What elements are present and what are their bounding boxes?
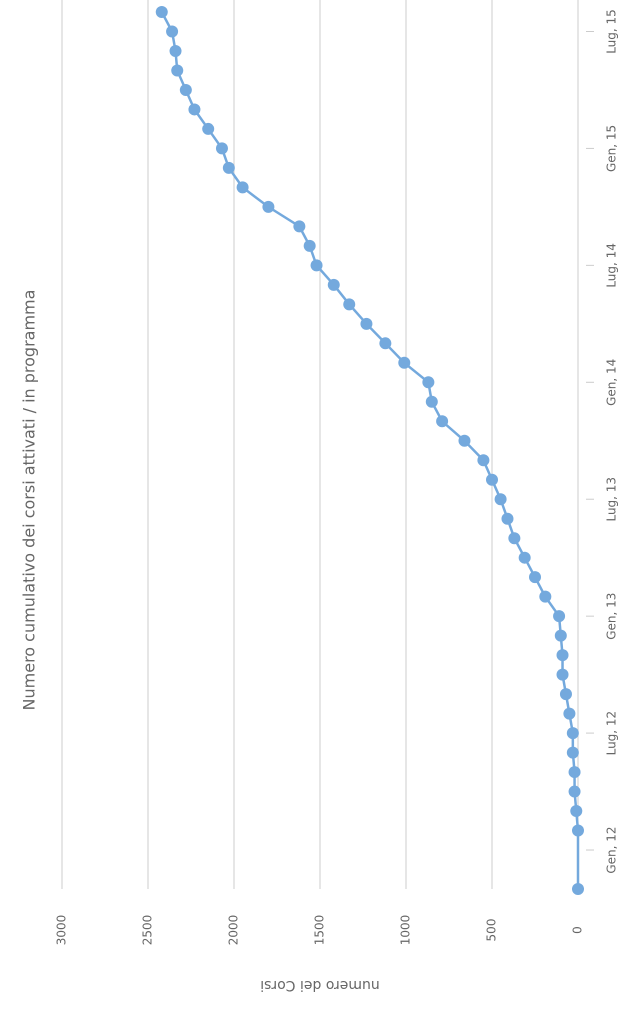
- y-tick-label: 1000: [399, 915, 413, 946]
- data-point: [570, 805, 583, 818]
- x-tick-label: Gen, 14: [605, 359, 619, 406]
- data-point: [486, 473, 498, 486]
- data-point: [327, 278, 340, 291]
- data-point: [171, 64, 184, 77]
- data-point: [379, 337, 392, 350]
- data-point: [262, 200, 275, 213]
- data-point: [477, 454, 490, 467]
- data-point: [155, 6, 168, 18]
- x-tick-label: Lug, 14: [605, 243, 619, 288]
- data-point: [310, 259, 323, 272]
- data-point: [398, 356, 411, 369]
- y-tick-label: 1500: [313, 915, 327, 946]
- y-tick-label: 2000: [227, 915, 241, 946]
- data-point: [554, 629, 567, 642]
- data-point: [501, 512, 514, 525]
- data-point: [556, 668, 569, 681]
- data-point: [303, 239, 316, 252]
- y-tick-label: 500: [485, 919, 499, 942]
- data-point: [202, 122, 215, 135]
- data-point: [188, 103, 201, 116]
- data-point: [166, 25, 179, 38]
- x-tick-label: Gen, 15: [605, 125, 619, 172]
- x-tick-label: Lug, 12: [605, 711, 619, 756]
- data-point: [572, 883, 584, 895]
- data-point: [343, 298, 356, 311]
- data-point: [425, 395, 438, 408]
- data-point: [556, 649, 569, 662]
- data-point: [179, 83, 192, 96]
- data-point: [494, 493, 507, 506]
- data-point: [293, 220, 306, 233]
- x-tick-label: Lug, 13: [605, 477, 619, 522]
- data-point: [559, 688, 572, 701]
- y-axis-title: numero dei Corsi: [260, 977, 380, 993]
- y-tick-label: 2500: [141, 915, 155, 946]
- data-point: [215, 142, 228, 155]
- data-point: [566, 727, 579, 740]
- data-point: [422, 376, 435, 389]
- x-tick-label: Gen, 13: [605, 593, 619, 640]
- data-point: [236, 181, 249, 194]
- data-point: [553, 610, 566, 623]
- chart-title: Numero cumulativo dei corsi attivati / i…: [20, 290, 39, 711]
- data-point: [568, 785, 581, 798]
- data-point: [222, 161, 235, 174]
- data-point: [539, 590, 552, 603]
- y-tick-label: 3000: [55, 915, 69, 946]
- data-point: [529, 571, 541, 584]
- data-point: [563, 707, 576, 720]
- y-tick-label: 0: [571, 926, 585, 934]
- rotated-chart: Numero cumulativo dei corsi attivati / i…: [20, 0, 619, 993]
- data-point: [508, 532, 521, 545]
- data-point: [566, 746, 579, 759]
- data-point: [360, 317, 373, 330]
- data-point: [169, 44, 182, 57]
- x-tick-label: Gen, 12: [605, 826, 619, 873]
- data-point: [458, 434, 471, 447]
- data-point: [518, 551, 531, 564]
- data-point: [572, 824, 584, 837]
- x-tick-label: Lug, 15: [605, 9, 619, 54]
- data-point: [436, 415, 449, 428]
- data-point: [568, 766, 581, 779]
